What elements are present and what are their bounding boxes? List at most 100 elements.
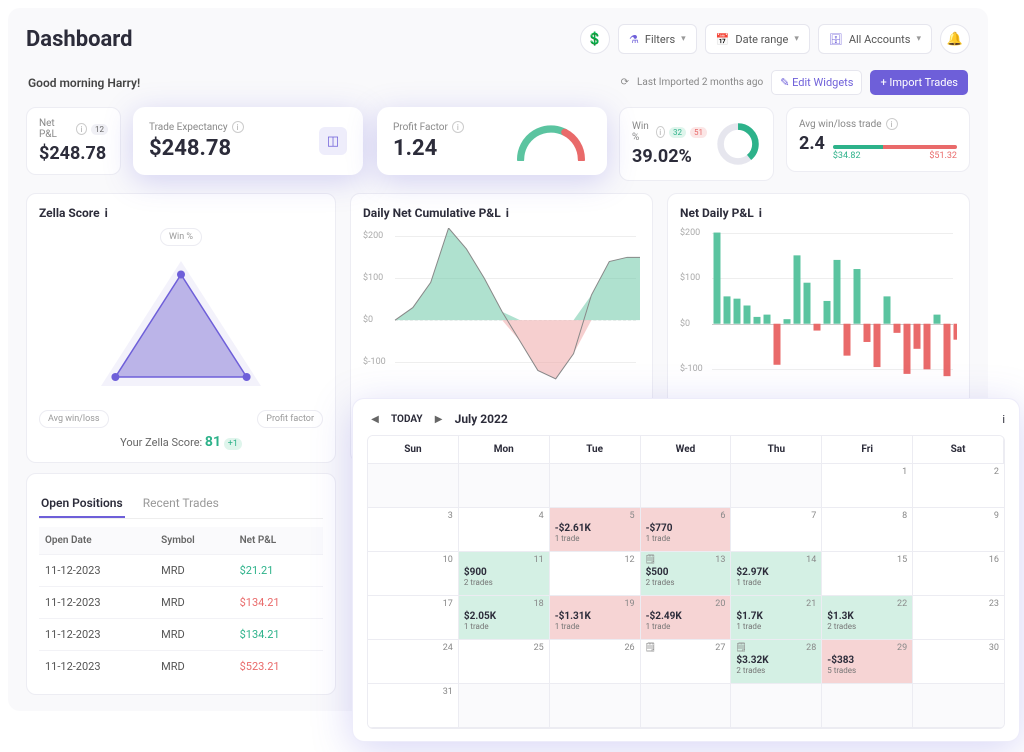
radar-label-left: Avg win/loss <box>39 410 109 428</box>
calendar-cell[interactable]: 28🗒$3.32K2 trades <box>731 640 822 684</box>
calendar-cell[interactable]: 30 <box>913 640 1004 684</box>
table-row[interactable]: 11-12-2023MRD$134.21 <box>39 619 323 651</box>
wins-badge: 32 <box>669 127 686 138</box>
calendar-cell[interactable]: 14$2.97K1 trade <box>731 552 822 596</box>
accounts-button[interactable]: 🗄All Accounts▾ <box>818 24 932 54</box>
accounts-label: All Accounts <box>849 33 911 46</box>
calendar-cell[interactable]: 10 <box>368 552 459 596</box>
cumul-title: Daily Net Cumulative P&L <box>363 206 501 220</box>
calendar-cell[interactable]: 5-$2.61K1 trade <box>550 508 641 552</box>
pf-gauge <box>511 121 591 161</box>
calendar-cell[interactable]: 3 <box>368 508 459 552</box>
daily-chart: $200$100$0$-100 <box>680 228 957 383</box>
calendar-cell[interactable]: 27🗒 <box>641 640 732 684</box>
calendar-cell[interactable] <box>822 684 913 728</box>
today-button[interactable]: TODAY <box>391 414 423 425</box>
refresh-icon[interactable]: ⟳ <box>621 77 629 88</box>
zella-delta: +1 <box>224 438 242 450</box>
calendar-cell[interactable]: 7 <box>731 508 822 552</box>
calendar-cell[interactable]: 24 <box>368 640 459 684</box>
radar-label-right: Profit factor <box>257 410 323 428</box>
table-row[interactable]: 11-12-2023MRD$134.21 <box>39 587 323 619</box>
calendar-cell[interactable]: 20-$2.49K1 trade <box>641 596 732 640</box>
calendar-cell[interactable]: 25 <box>459 640 550 684</box>
calendar-cell[interactable]: 23 <box>913 596 1004 640</box>
calendar-cell[interactable]: 2 <box>913 464 1004 508</box>
calendar-cell[interactable] <box>550 464 641 508</box>
calendar-cell[interactable]: 22$1.3K2 trades <box>822 596 913 640</box>
kpi-profit-factor: Profit Factori 1.24 <box>377 107 607 175</box>
net-pl-value: $248.78 <box>39 143 108 164</box>
positions-panel: Open Positions Recent Trades Open DateSym… <box>26 473 336 695</box>
bell-icon[interactable]: 🔔 <box>940 24 970 54</box>
currency-icon[interactable]: 💲 <box>580 24 610 54</box>
calendar-cell[interactable]: 26 <box>550 640 641 684</box>
day-header: Fri <box>822 436 913 464</box>
prev-month-icon[interactable]: ◀ <box>367 411 383 427</box>
calendar-cell[interactable]: 21$1.7K1 trade <box>731 596 822 640</box>
calendar-cell[interactable]: 11$9002 trades <box>459 552 550 596</box>
day-header: Tue <box>550 436 641 464</box>
calendar-cell[interactable]: 8 <box>822 508 913 552</box>
calendar-cell[interactable] <box>913 684 1004 728</box>
col-header: Symbol <box>155 527 233 555</box>
calendar-cell[interactable] <box>641 684 732 728</box>
calendar-month: July 2022 <box>455 412 508 426</box>
calendar-cell[interactable]: 15 <box>822 552 913 596</box>
radar-label-top: Win % <box>160 228 202 246</box>
calendar-cell[interactable]: 17 <box>368 596 459 640</box>
info-icon[interactable]: i <box>506 206 509 220</box>
info-icon[interactable]: i <box>1002 413 1005 426</box>
calendar-cell[interactable]: 19-$1.31K1 trade <box>550 596 641 640</box>
calendar-popup: ◀ TODAY ▶ July 2022 i SunMonTueWedThuFri… <box>352 398 1020 742</box>
table-header: Open DateSymbolNet P&L <box>39 527 323 555</box>
calendar-cell[interactable]: 16 <box>913 552 1004 596</box>
calendar-cell[interactable]: 1 <box>822 464 913 508</box>
avg-value: 2.4 <box>799 133 825 154</box>
calendar-cell[interactable]: 18$2.05K1 trade <box>459 596 550 640</box>
avg-ratio-bar <box>833 145 957 149</box>
info-icon[interactable]: i <box>886 118 898 130</box>
day-header: Sun <box>368 436 459 464</box>
table-row[interactable]: 11-12-2023MRD$523.21 <box>39 651 323 683</box>
calendar-cell[interactable]: 6-$7701 trade <box>641 508 732 552</box>
table-row[interactable]: 11-12-2023MRD$21.21 <box>39 555 323 587</box>
date-range-button[interactable]: 📅Date range▾ <box>705 24 810 54</box>
kpi-row: Net P&Li12 $248.78 Trade Expectancyi $24… <box>26 107 970 181</box>
expectancy-label: Trade Expectancy <box>149 122 228 133</box>
expand-icon[interactable]: ◫ <box>319 127 347 155</box>
import-trades-button[interactable]: + Import Trades <box>870 70 968 95</box>
tab-0[interactable]: Open Positions <box>39 490 125 518</box>
calendar-cell[interactable]: 29-$3835 trades <box>822 640 913 684</box>
next-month-icon[interactable]: ▶ <box>431 411 447 427</box>
filters-button[interactable]: ⚗Filters▾ <box>618 24 697 54</box>
calendar-cell[interactable] <box>550 684 641 728</box>
calendar-cell[interactable]: 12 <box>550 552 641 596</box>
zella-score-line: Your Zella Score: 81 +1 <box>120 434 242 450</box>
losses-badge: 51 <box>690 127 707 138</box>
avg-label: Avg win/loss trade <box>799 119 882 130</box>
calendar-cell[interactable] <box>731 464 822 508</box>
day-header: Wed <box>641 436 732 464</box>
calendar-cell[interactable] <box>731 684 822 728</box>
info-icon[interactable]: i <box>759 206 762 220</box>
calendar-cell[interactable]: 9 <box>913 508 1004 552</box>
calendar-cell[interactable] <box>641 464 732 508</box>
pf-value: 1.24 <box>393 136 464 161</box>
note-icon: 🗒 <box>645 555 656 565</box>
info-icon[interactable]: i <box>105 206 108 220</box>
info-icon[interactable]: i <box>452 121 464 133</box>
avg-loss-amt: $51.32 <box>929 151 957 161</box>
calendar-cell[interactable]: 31 <box>368 684 459 728</box>
tab-1[interactable]: Recent Trades <box>141 490 221 518</box>
edit-widgets-button[interactable]: ✎ Edit Widgets <box>771 70 862 95</box>
calendar-cell[interactable]: 13🗒$5002 trades <box>641 552 732 596</box>
info-icon[interactable]: i <box>232 121 244 133</box>
calendar-cell[interactable]: 4 <box>459 508 550 552</box>
calendar-cell[interactable] <box>459 684 550 728</box>
calendar-cell[interactable] <box>459 464 550 508</box>
calendar-cell[interactable] <box>368 464 459 508</box>
info-icon[interactable]: i <box>656 126 665 138</box>
floating-cards: Trade Expectancyi $248.78 ◫ Profit Facto… <box>133 107 607 175</box>
info-icon[interactable]: i <box>76 123 87 135</box>
